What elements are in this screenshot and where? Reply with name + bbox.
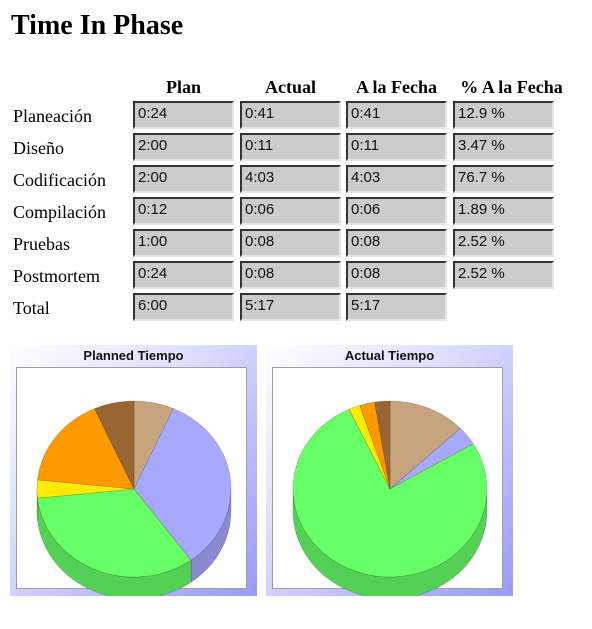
pie-slice-planeacion bbox=[389, 400, 461, 490]
percent-cell: 1.89 % bbox=[453, 197, 554, 225]
row-label-compilacion: Compilación bbox=[13, 202, 106, 222]
plan-cell: 2:00 bbox=[133, 165, 234, 193]
actual-cell: 0:41 bbox=[240, 101, 341, 129]
pie-slice-diseno bbox=[389, 428, 474, 490]
actual-cell: 4:03 bbox=[240, 165, 341, 193]
percent-cell: 3.47 % bbox=[453, 133, 554, 161]
page-title: Time In Phase bbox=[11, 10, 184, 41]
pie-slice-codificacion bbox=[37, 488, 192, 578]
planned-chart-title: Planned Tiempo bbox=[83, 348, 184, 363]
actual-chart-title: Actual Tiempo bbox=[344, 348, 435, 363]
actual-cell: 0:11 bbox=[240, 133, 341, 161]
header-to-date: A la Fecha bbox=[356, 77, 437, 97]
percent-cell: 12.9 % bbox=[453, 101, 554, 129]
to-date-cell: 0:06 bbox=[346, 197, 447, 225]
pie-slice-postmortem bbox=[94, 400, 135, 490]
row-label-total: Total bbox=[13, 298, 50, 318]
pie-slice-diseno bbox=[133, 408, 232, 561]
planned-time-chart: Planned Tiempo bbox=[10, 345, 257, 596]
actual-cell: 0:06 bbox=[240, 197, 341, 225]
pie-group bbox=[292, 400, 488, 596]
plan-cell: 2:00 bbox=[133, 133, 234, 161]
total-to-date-cell: 5:17 bbox=[346, 293, 447, 321]
row-label-diseno: Diseño bbox=[13, 138, 64, 158]
header-percent-to-date: % A la Fecha bbox=[460, 77, 563, 97]
pie-slice-pruebas bbox=[37, 408, 135, 490]
plan-cell: 0:24 bbox=[133, 261, 234, 289]
pie-slice-compilacion bbox=[36, 479, 135, 499]
to-date-cell: 0:08 bbox=[346, 261, 447, 289]
to-date-cell: 0:11 bbox=[346, 133, 447, 161]
pie-slice-compilacion bbox=[348, 405, 391, 490]
to-date-cell: 0:08 bbox=[346, 229, 447, 257]
row-label-codificacion: Codificación bbox=[13, 170, 106, 190]
header-actual: Actual bbox=[265, 77, 316, 97]
total-plan-cell: 6:00 bbox=[133, 293, 234, 321]
total-actual-cell: 5:17 bbox=[240, 293, 341, 321]
row-label-pruebas: Pruebas bbox=[13, 234, 70, 254]
pie-slice-codificacion bbox=[292, 408, 488, 578]
pie-group bbox=[36, 400, 232, 596]
plan-cell: 0:12 bbox=[133, 197, 234, 225]
percent-cell: 76.7 % bbox=[453, 165, 554, 193]
to-date-cell: 4:03 bbox=[346, 165, 447, 193]
actual-time-chart: Actual Tiempo bbox=[266, 345, 513, 596]
plan-cell: 0:24 bbox=[133, 101, 234, 129]
actual-pie-svg bbox=[292, 400, 488, 596]
plan-cell: 1:00 bbox=[133, 229, 234, 257]
row-label-planeacion: Planeación bbox=[13, 106, 92, 126]
actual-cell: 0:08 bbox=[240, 261, 341, 289]
planned-pie-svg bbox=[36, 400, 232, 596]
pie-slice-planeacion bbox=[133, 400, 174, 490]
percent-cell: 2.52 % bbox=[453, 229, 554, 257]
pie-slice-postmortem bbox=[374, 400, 391, 490]
row-label-postmortem: Postmortem bbox=[13, 266, 101, 286]
actual-cell: 0:08 bbox=[240, 229, 341, 257]
percent-cell: 2.52 % bbox=[453, 261, 554, 289]
to-date-cell: 0:41 bbox=[346, 101, 447, 129]
header-plan: Plan bbox=[165, 77, 201, 97]
pie-slice-pruebas bbox=[359, 401, 391, 490]
